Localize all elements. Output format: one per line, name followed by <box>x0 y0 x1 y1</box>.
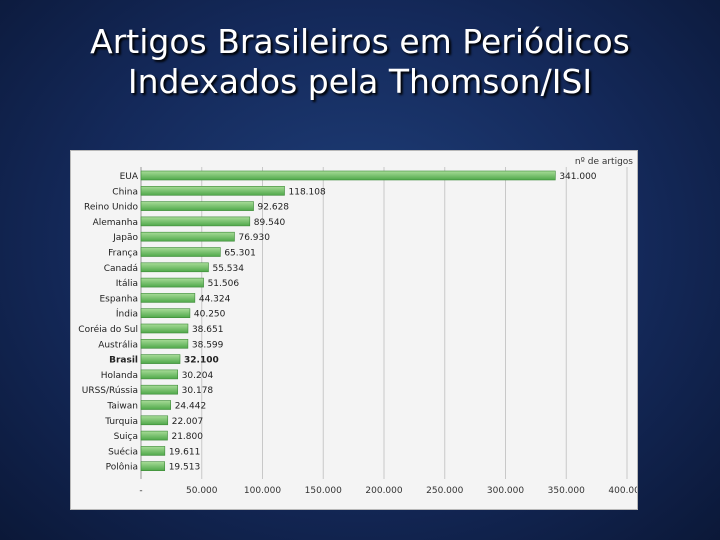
value-label: 65.301 <box>224 249 256 259</box>
x-tick-label: 100.000 <box>244 486 281 496</box>
category-label: Turquia <box>104 417 138 427</box>
x-tick-label: 50.000 <box>186 486 218 496</box>
value-label: 92.628 <box>258 203 290 213</box>
category-label: Suécia <box>108 446 138 457</box>
category-label: China <box>112 187 138 197</box>
value-label: 76.930 <box>238 233 270 243</box>
category-label: Canadá <box>104 264 138 274</box>
bar <box>140 446 166 456</box>
value-label: 19.611 <box>169 447 201 457</box>
category-label: Coréia do Sul <box>78 324 138 335</box>
bar <box>140 369 178 380</box>
value-label: 19.513 <box>169 463 201 473</box>
bar <box>140 430 168 441</box>
value-label: 30.178 <box>182 386 214 396</box>
bar <box>140 384 178 395</box>
x-tick-label: 300.000 <box>487 486 524 496</box>
bar <box>140 277 204 288</box>
value-label: 55.534 <box>212 264 244 274</box>
x-tick-label: 200.000 <box>365 486 402 496</box>
value-label: 24.442 <box>175 402 207 412</box>
value-label: 118.108 <box>289 187 326 197</box>
x-tick-label: 350.000 <box>548 486 585 496</box>
bars <box>140 170 556 472</box>
x-tick-label: 150.000 <box>305 486 342 496</box>
category-label: Espanha <box>99 294 138 304</box>
category-label: Suiça <box>114 432 138 442</box>
bar <box>140 323 189 334</box>
value-label: 21.800 <box>171 432 203 442</box>
value-label: 341.000 <box>559 172 596 182</box>
category-label: Itália <box>116 279 138 289</box>
category-label: Alemanha <box>93 218 138 228</box>
value-label: 30.204 <box>182 371 214 381</box>
value-label: 32.100 <box>184 356 219 366</box>
bar <box>140 293 196 303</box>
slide-title-line-1: Artigos Brasileiros em Periódicos <box>90 22 630 61</box>
bar <box>140 201 254 211</box>
bar <box>140 461 166 472</box>
category-label: Reino Unido <box>84 203 138 213</box>
bar <box>140 339 189 349</box>
labels: - 50.000 100.000 150.000 200.000 250.000 300.0… <box>78 172 637 496</box>
x-tick-label: - <box>139 486 142 496</box>
value-label: 38.651 <box>192 325 224 335</box>
bar <box>140 216 251 227</box>
bar <box>140 308 191 318</box>
bar <box>140 231 235 242</box>
category-label: URSS/Rússia <box>82 386 138 396</box>
bar <box>140 354 181 364</box>
category-label: EUA <box>120 172 139 182</box>
bar <box>140 247 221 257</box>
grid-lines <box>140 167 628 479</box>
category-label: Holanda <box>101 371 138 381</box>
category-label: Brasil <box>109 356 138 366</box>
value-label: 40.250 <box>194 310 226 320</box>
bar <box>140 170 556 181</box>
value-label: 51.506 <box>208 279 240 289</box>
category-label: Japão <box>112 233 138 243</box>
category-label: Austrália <box>98 340 138 350</box>
slide-title-line-2: Indexados pela Thomson/ISI <box>127 62 593 101</box>
bar <box>140 400 171 410</box>
bar-chart: - 50.000 100.000 150.000 200.000 250.000 300.0… <box>78 157 637 496</box>
value-label: 89.540 <box>254 218 286 228</box>
bar-chart-panel: - 50.000 100.000 150.000 200.000 250.000 300.0… <box>70 150 638 510</box>
value-label: 44.324 <box>199 294 231 304</box>
x-tick-label: 250.000 <box>426 486 463 496</box>
value-label: 22.007 <box>172 417 204 427</box>
slide-title: Artigos Brasileiros em Periódicos Indexa… <box>0 22 720 102</box>
bar <box>140 262 209 273</box>
bar <box>140 185 285 196</box>
category-label: França <box>108 249 138 259</box>
category-label: Taiwan <box>106 402 138 412</box>
series-label: nº de artigos <box>575 157 633 167</box>
category-label: Polônia <box>106 462 138 473</box>
value-label: 38.599 <box>192 340 224 350</box>
category-label: Índia <box>116 308 138 320</box>
x-tick-label: 400.000 <box>608 486 637 496</box>
bar <box>140 415 169 426</box>
